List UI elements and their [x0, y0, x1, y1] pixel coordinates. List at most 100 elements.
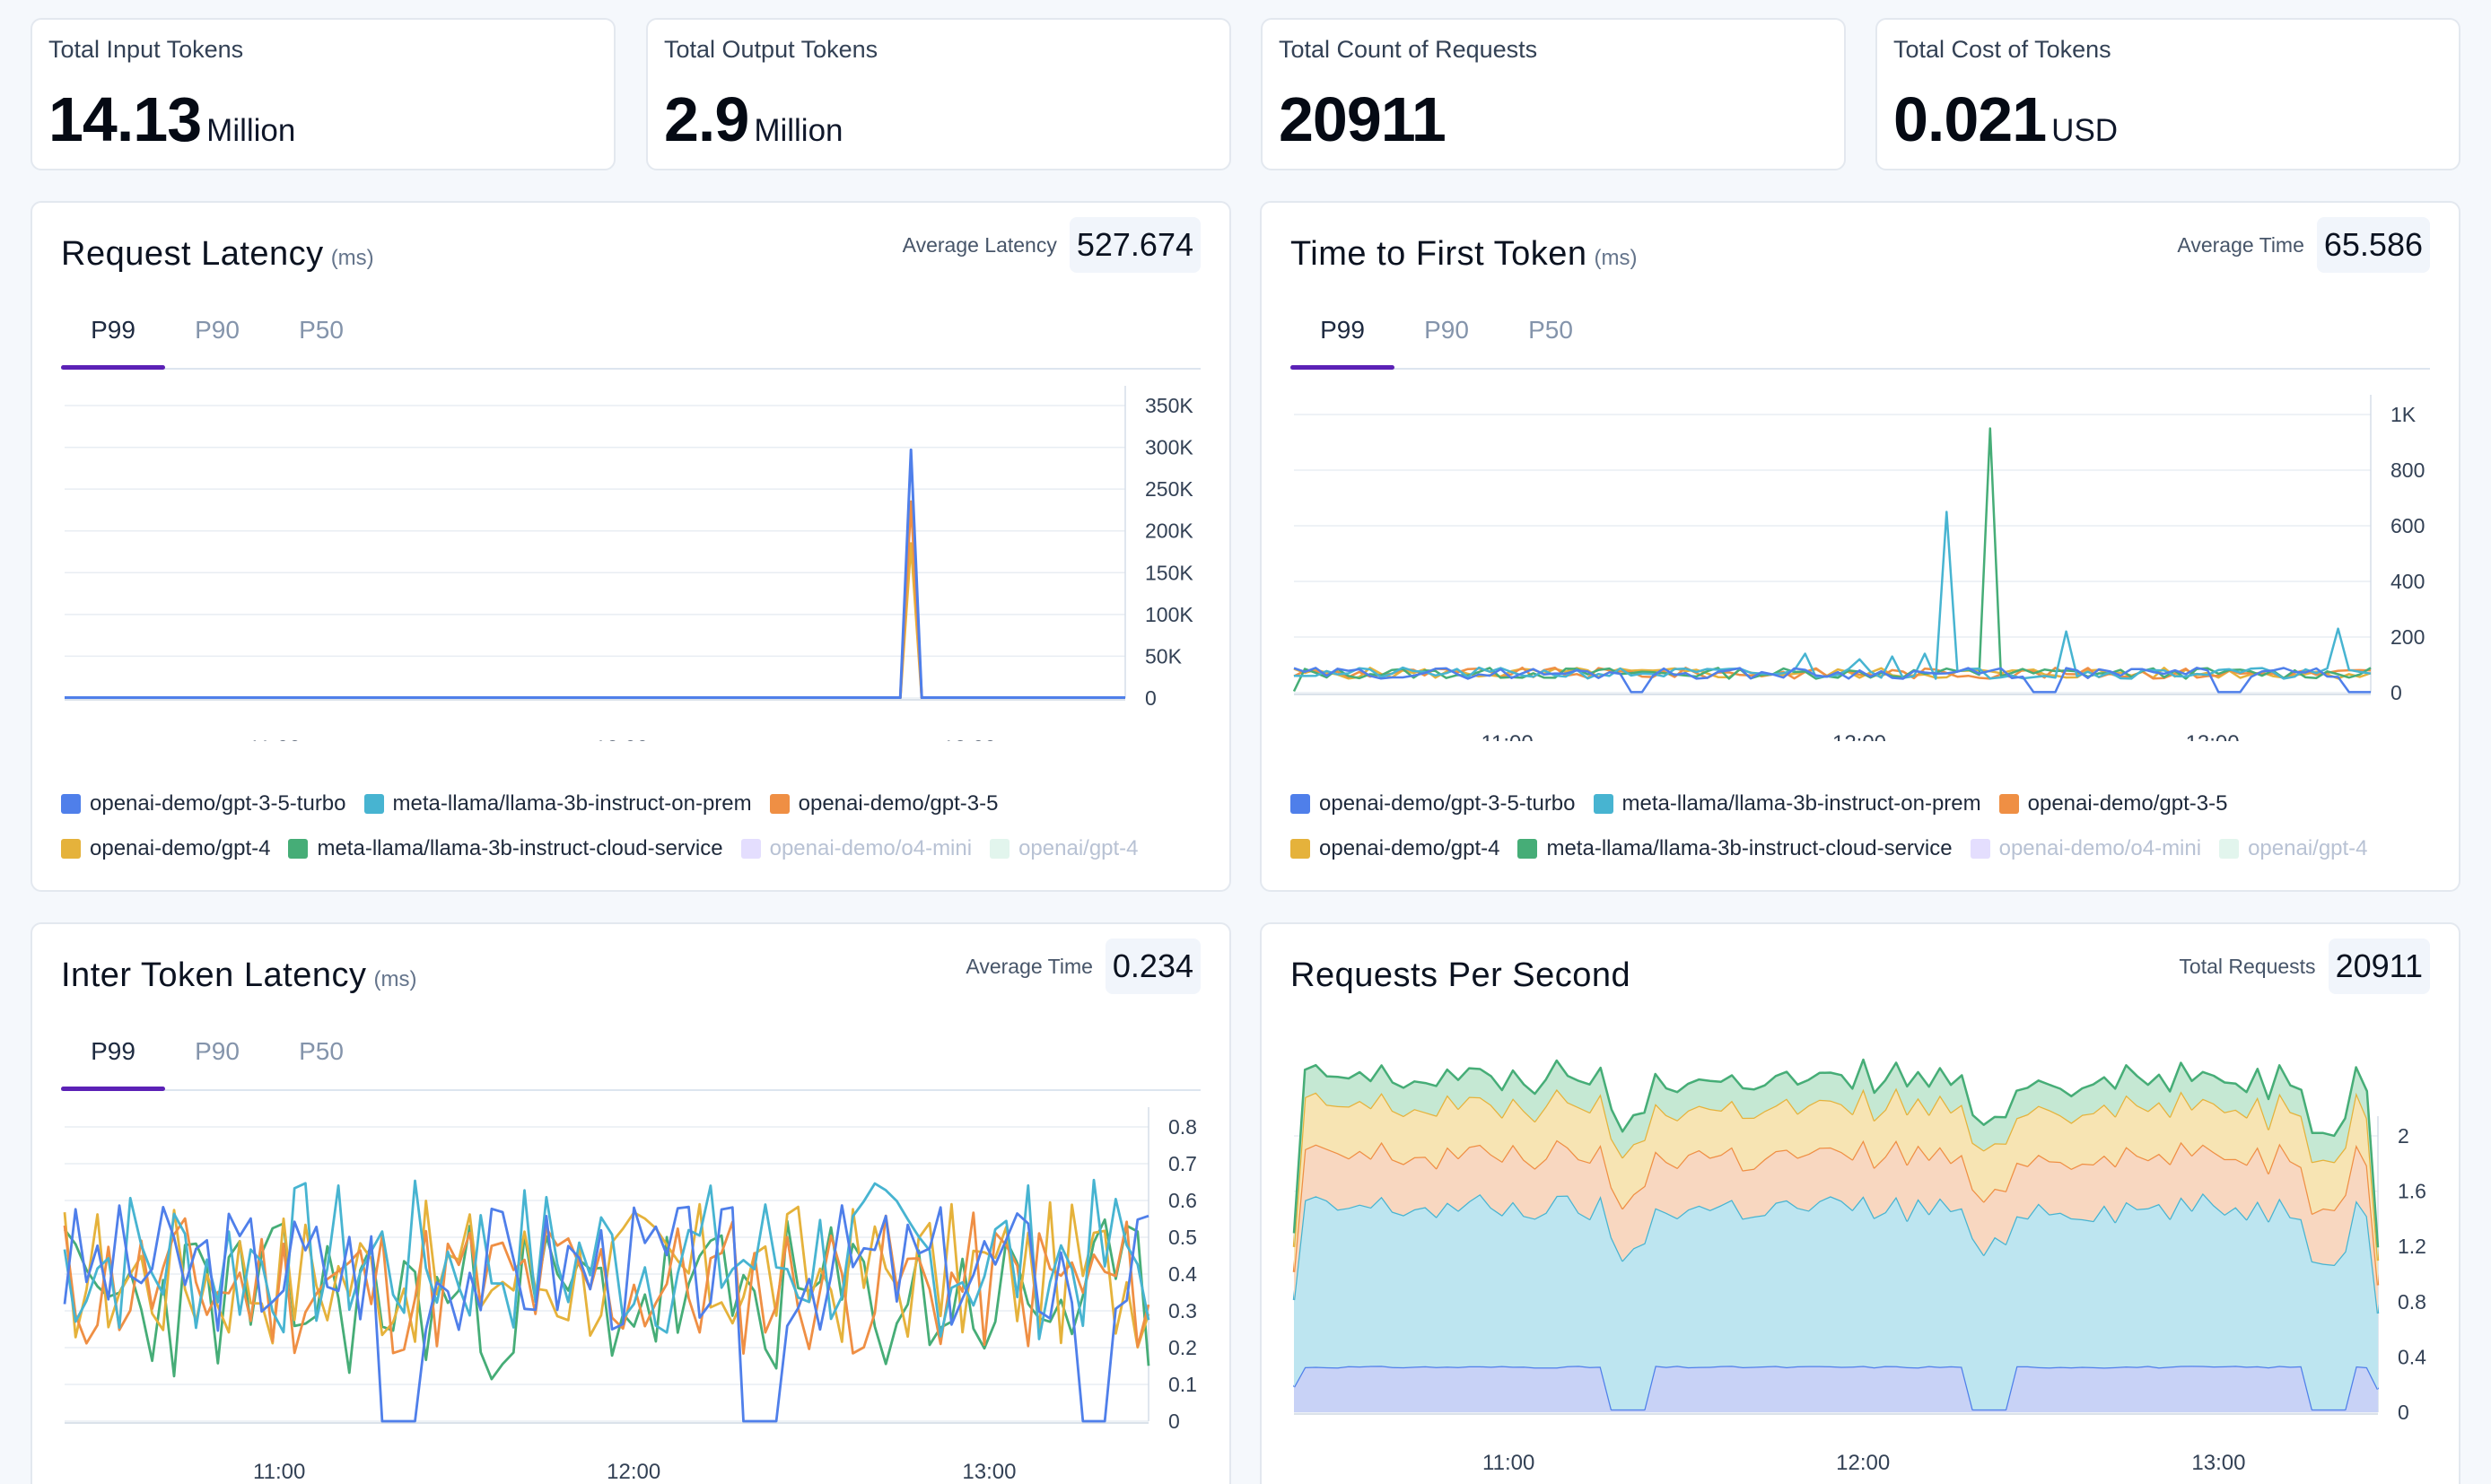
y-tick-label: 0.3: [1168, 1299, 1197, 1323]
legend-item[interactable]: openai/gpt-4: [2219, 836, 2368, 861]
request-latency-chart: 0 50K 100K 150K 200K 250K 300K 350K 11:00 12:00 13…: [65, 386, 1193, 741]
average-label: Average Time: [2177, 232, 2304, 257]
request-latency-panel: Request Latency (ms) Average Latency 527.…: [31, 201, 1231, 892]
y-tick-label: 1.2: [2398, 1235, 2426, 1258]
legend-label: openai-demo/gpt-3-5-turbo: [90, 791, 346, 816]
series-line: [63, 1204, 1149, 1423]
total-requests-label: Total Requests: [2179, 954, 2316, 978]
y-tick-label: 0.7: [1168, 1152, 1197, 1175]
legend-swatch: [1290, 839, 1310, 859]
average-value: 527.674: [1069, 217, 1201, 273]
legend-item[interactable]: openai-demo/gpt-3-5-turbo: [1290, 791, 1576, 816]
stat-label: Total Cost of Tokens: [1893, 36, 2111, 63]
tab-p50[interactable]: P50: [299, 1037, 344, 1065]
legend-swatch: [2219, 839, 2240, 859]
x-tick-label: 13:00: [2191, 1451, 2245, 1475]
legend-item[interactable]: openai/gpt-4: [990, 836, 1139, 861]
y-tick-label: 0.1: [1168, 1373, 1197, 1396]
legend-label: openai/gpt-4: [2248, 836, 2368, 860]
legend-label: openai-demo/gpt-4: [90, 836, 271, 860]
y-tick-label: 600: [2390, 514, 2425, 537]
tab-p50[interactable]: P50: [1528, 316, 1573, 344]
legend-swatch: [288, 839, 309, 859]
legend-swatch: [1998, 794, 2019, 814]
stat-unit: Million: [206, 113, 296, 148]
legend-item[interactable]: meta-llama/llama-3b-instruct-on-prem: [363, 791, 752, 816]
y-tick-label: 1K: [2390, 403, 2417, 426]
series-area: [1294, 1060, 2378, 1261]
y-tick-label: 0.4: [2398, 1345, 2426, 1368]
y-tick-label: 350K: [1145, 394, 1193, 417]
legend-label: openai/gpt-4: [1018, 836, 1139, 860]
tab-p90[interactable]: P90: [195, 1037, 240, 1065]
average-time: Average Time 0.234: [966, 938, 1201, 994]
y-tick-label: 250K: [1145, 477, 1193, 501]
legend-swatch: [769, 794, 790, 814]
series-line: [63, 1178, 1150, 1340]
tab-p50[interactable]: P50: [299, 316, 344, 344]
series-line: [1293, 511, 2372, 680]
series-line: [1292, 427, 2372, 693]
legend-label: openai-demo/gpt-3-5: [798, 791, 999, 816]
time-to-first-token-panel: Time to First Token (ms) Average Time 65.…: [1260, 201, 2460, 892]
active-tab-indicator: [61, 365, 165, 370]
y-tick-label: 0.8: [2398, 1290, 2426, 1314]
legend-item[interactable]: openai-demo/o4-mini: [1970, 836, 2201, 861]
y-tick-label: 50K: [1145, 644, 1183, 668]
tab-p90[interactable]: P90: [195, 316, 240, 344]
y-tick-label: 300K: [1145, 436, 1193, 459]
active-tab-indicator: [61, 1087, 165, 1091]
legend-item[interactable]: openai-demo/gpt-4: [1290, 836, 1499, 861]
stat-card-token-cost: Total Cost of Tokens 0.021 USD: [1875, 18, 2460, 170]
y-tick-label: 0: [1145, 686, 1157, 710]
unit-label: (ms): [330, 246, 374, 270]
y-tick-label: 400: [2390, 570, 2425, 593]
series-area: [1294, 1366, 2378, 1412]
active-tab-indicator: [1290, 365, 1394, 370]
legend-swatch: [1970, 839, 1990, 859]
tab-p99[interactable]: P99: [91, 1037, 135, 1065]
legend-item[interactable]: openai-demo/gpt-3-5: [769, 791, 999, 816]
inter-token-latency-panel: Inter Token Latency (ms) Average Time 0.2…: [31, 922, 1231, 1484]
x-tick-label: 13:00: [2186, 731, 2240, 741]
legend-item[interactable]: meta-llama/llama-3b-instruct-cloud-servi…: [1517, 836, 1953, 861]
series-line: [1292, 1058, 2380, 1248]
legend-item[interactable]: openai-demo/gpt-3-5-turbo: [61, 791, 346, 816]
inter-token-latency-chart: 0 0.1 0.2 0.3 0.4 0.5 0.6 0.7 0.8 11:00 12:00 13:00: [63, 1107, 1197, 1484]
y-tick-label: 0.6: [1168, 1189, 1197, 1212]
series-line: [65, 542, 1125, 699]
stat-value: 2.9: [664, 84, 749, 154]
x-tick-label: 12:00: [595, 737, 649, 741]
y-tick-label: 0.4: [1168, 1262, 1197, 1286]
legend-swatch: [1517, 839, 1538, 859]
y-tick-label: 0.8: [1168, 1115, 1197, 1139]
average-label: Average Time: [966, 954, 1093, 978]
tab-p99[interactable]: P99: [91, 316, 135, 344]
stat-card-output-tokens: Total Output Tokens 2.9 Million: [646, 18, 1231, 170]
legend-item[interactable]: openai-demo/gpt-3-5: [1998, 791, 2227, 816]
legend-item[interactable]: openai-demo/gpt-4: [61, 836, 270, 861]
legend-swatch: [363, 794, 384, 814]
tab-p99[interactable]: P99: [1320, 316, 1365, 344]
stat-value: 0.021: [1893, 84, 2047, 154]
unit-label: (ms): [1594, 246, 1638, 270]
legend-label: openai-demo/o4-mini: [769, 836, 973, 860]
legend-swatch: [990, 839, 1010, 859]
stat-value: 20911: [1279, 84, 1447, 154]
legend-item[interactable]: meta-llama/llama-3b-instruct-cloud-servi…: [288, 836, 723, 861]
legend-label: meta-llama/llama-3b-instruct-cloud-servi…: [1546, 836, 1953, 860]
x-tick-label: 12:00: [1836, 1451, 1890, 1475]
y-tick-label: 2: [2398, 1124, 2409, 1148]
y-tick-label: 100K: [1145, 603, 1193, 626]
y-tick-label: 0: [1168, 1410, 1180, 1433]
legend-item[interactable]: meta-llama/llama-3b-instruct-on-prem: [1593, 791, 1981, 816]
y-tick-label: 200: [2390, 625, 2425, 649]
percentile-tabs: P99 P90 P50: [1290, 303, 2430, 370]
chart-legend: openai-demo/gpt-3-5-turbo meta-llama/llam…: [61, 791, 1211, 861]
y-tick-label: 0.5: [1168, 1226, 1197, 1249]
tab-p90[interactable]: P90: [1424, 316, 1469, 344]
y-tick-label: 800: [2390, 458, 2425, 482]
legend-item[interactable]: openai-demo/o4-mini: [740, 836, 973, 861]
stat-card-input-tokens: Total Input Tokens 14.13 Million: [31, 18, 616, 170]
legend-label: openai-demo/gpt-4: [1319, 836, 1500, 860]
